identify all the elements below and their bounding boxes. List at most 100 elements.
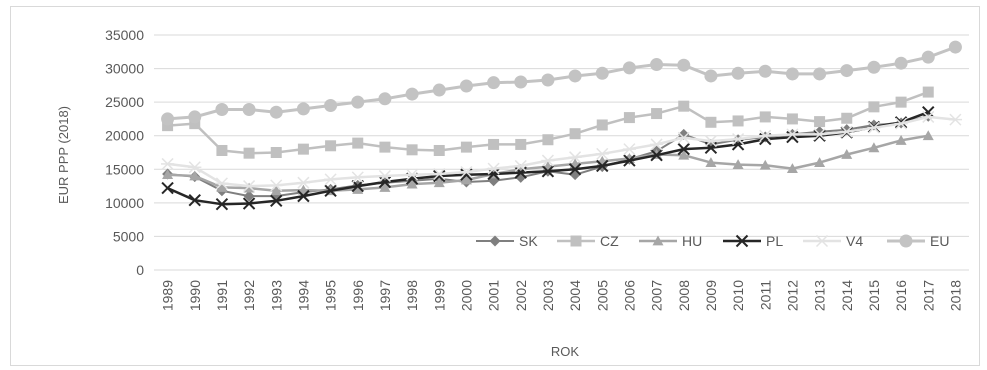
data-point bbox=[948, 40, 962, 54]
x-tick-label: 1999 bbox=[431, 280, 447, 311]
series-line-eu bbox=[167, 45, 956, 121]
y-tick-label: 10000 bbox=[105, 195, 144, 211]
data-point bbox=[243, 190, 255, 202]
series-cz bbox=[162, 86, 934, 159]
data-point bbox=[161, 112, 175, 126]
data-point bbox=[188, 193, 201, 207]
data-point bbox=[460, 174, 472, 185]
data-point bbox=[242, 180, 256, 193]
y-tick-label: 15000 bbox=[105, 161, 144, 177]
data-point bbox=[486, 162, 501, 175]
x-tick-label: 2005 bbox=[594, 280, 610, 311]
data-point bbox=[595, 66, 609, 80]
data-point bbox=[758, 129, 772, 142]
data-point bbox=[568, 69, 582, 83]
legend-item-eu: EU bbox=[887, 233, 949, 249]
x-tick-label: 1996 bbox=[350, 280, 366, 311]
data-point bbox=[677, 142, 690, 156]
data-point bbox=[161, 181, 174, 195]
x-tick-label: 2013 bbox=[812, 280, 828, 311]
data-point bbox=[622, 143, 637, 156]
data-point bbox=[922, 86, 934, 98]
data-point bbox=[649, 138, 664, 151]
data-point bbox=[868, 119, 880, 131]
data-point bbox=[868, 101, 880, 113]
legend-marker bbox=[899, 234, 913, 248]
data-point bbox=[189, 118, 201, 130]
data-point bbox=[731, 66, 745, 80]
data-point bbox=[568, 163, 582, 176]
data-point bbox=[568, 151, 582, 164]
data-point bbox=[188, 110, 202, 124]
data-point bbox=[297, 189, 310, 203]
data-point bbox=[867, 60, 881, 74]
data-point bbox=[432, 83, 446, 97]
x-tick-label: 1995 bbox=[323, 280, 339, 311]
data-point bbox=[243, 182, 255, 193]
y-tick-label: 30000 bbox=[105, 61, 144, 77]
x-tick-label: 2016 bbox=[893, 280, 909, 311]
data-point bbox=[705, 157, 717, 167]
x-tick-label: 2008 bbox=[676, 280, 692, 311]
data-point bbox=[325, 140, 337, 152]
data-point bbox=[433, 177, 445, 188]
legend-item-sk: SK bbox=[476, 233, 538, 249]
data-point bbox=[270, 194, 283, 208]
x-tick-label: 1989 bbox=[160, 280, 176, 311]
data-point bbox=[840, 64, 854, 78]
x-tick-label: 1991 bbox=[214, 280, 230, 311]
legend-item-pl: PL bbox=[723, 233, 783, 249]
y-tick-label: 5000 bbox=[113, 228, 144, 244]
data-point bbox=[406, 178, 418, 189]
data-point bbox=[432, 167, 446, 181]
data-point bbox=[841, 112, 853, 124]
x-axis-title: ROK bbox=[551, 344, 580, 359]
line-chart: 0 5000 10000 15000 20000 25000 30000 35000 1989… bbox=[56, 27, 969, 359]
data-point bbox=[162, 169, 174, 180]
data-point bbox=[514, 75, 528, 89]
data-point bbox=[841, 149, 853, 159]
data-point bbox=[216, 181, 228, 192]
data-point bbox=[297, 143, 309, 155]
data-point bbox=[785, 128, 800, 141]
data-point bbox=[704, 135, 718, 148]
data-point bbox=[351, 179, 364, 193]
data-point bbox=[406, 144, 418, 156]
data-point bbox=[160, 157, 175, 170]
data-point bbox=[895, 96, 907, 108]
y-tick-label: 20000 bbox=[105, 128, 144, 144]
data-point bbox=[242, 197, 256, 210]
series-v4 bbox=[160, 110, 963, 193]
data-point bbox=[812, 128, 827, 141]
data-point bbox=[650, 148, 663, 162]
data-point bbox=[324, 99, 338, 112]
legend-label: PL bbox=[766, 233, 783, 249]
data-point bbox=[786, 163, 798, 174]
data-point bbox=[459, 79, 473, 93]
data-point bbox=[596, 159, 609, 173]
data-point bbox=[922, 130, 934, 141]
data-point bbox=[894, 56, 908, 70]
x-tick-label: 1998 bbox=[404, 280, 420, 311]
x-tick-label: 2000 bbox=[458, 280, 474, 311]
data-point bbox=[269, 105, 283, 119]
y-axis: 0 5000 10000 15000 20000 25000 30000 35000 bbox=[105, 27, 144, 278]
data-point bbox=[759, 111, 771, 123]
data-point bbox=[324, 184, 337, 197]
legend-label: HU bbox=[682, 233, 702, 249]
data-point bbox=[840, 125, 854, 138]
data-point bbox=[622, 61, 636, 75]
legend-marker bbox=[570, 235, 582, 247]
y-axis-title: EUR PPP (2018) bbox=[56, 106, 71, 204]
data-point bbox=[459, 165, 474, 179]
x-tick-label: 2002 bbox=[513, 280, 529, 311]
x-tick-label: 2006 bbox=[621, 280, 637, 311]
data-point bbox=[433, 144, 445, 156]
legend-marker bbox=[489, 235, 501, 247]
data-point bbox=[216, 144, 228, 156]
x-tick-label: 1993 bbox=[268, 280, 284, 311]
x-tick-label: 2015 bbox=[866, 280, 882, 311]
data-point bbox=[596, 119, 608, 131]
x-tick-label: 2017 bbox=[920, 280, 936, 311]
data-point bbox=[894, 117, 908, 130]
